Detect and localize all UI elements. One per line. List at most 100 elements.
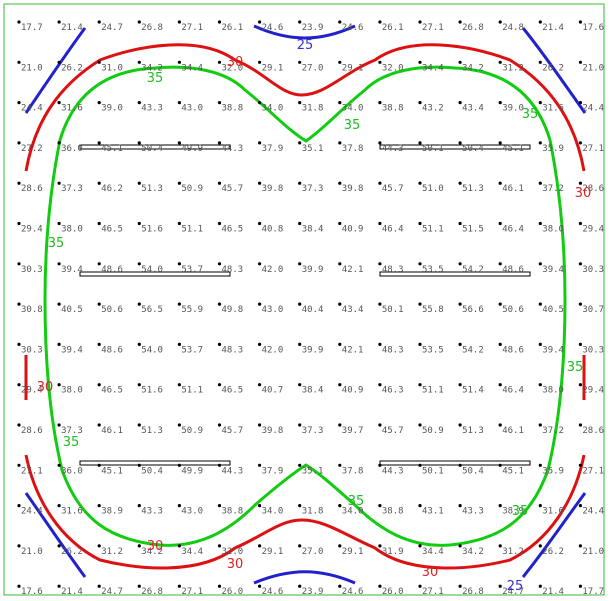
grid-value: 26.1 [382, 23, 404, 33]
grid-value: 24.6 [342, 23, 364, 33]
grid-value: 50.6 [101, 305, 123, 315]
grid-point-marker [538, 141, 542, 145]
grid-value: 34.0 [342, 104, 364, 114]
grid-point-marker [338, 342, 342, 346]
grid-point-marker [458, 262, 462, 266]
grid-point-marker [298, 302, 302, 306]
grid-value: 40.9 [342, 225, 364, 235]
grid-point-marker [177, 20, 181, 24]
grid-value: 27.1 [422, 23, 444, 33]
grid-point-marker [338, 20, 342, 24]
grid-value: 51.3 [462, 184, 484, 194]
grid-value: 38.9 [101, 507, 123, 517]
contour-lines-layer [24, 24, 587, 585]
grid-value: 51.0 [422, 184, 444, 194]
grid-point-marker [97, 60, 101, 64]
grid-point-marker [378, 504, 382, 508]
grid-point-marker [298, 504, 302, 508]
grid-value: 48.6 [101, 265, 123, 275]
plot-frame [3, 3, 605, 596]
grid-point-marker [418, 20, 422, 24]
grid-point-marker [378, 262, 382, 266]
grid-value: 35.9 [542, 144, 564, 154]
grid-value: 43.3 [462, 507, 484, 517]
grid-point-marker [97, 101, 101, 105]
grid-point-marker [97, 383, 101, 387]
grid-value: 39.0 [502, 104, 524, 114]
grid-point-marker [57, 181, 61, 185]
grid-point-marker [338, 504, 342, 508]
grid-value: 32.0 [382, 63, 404, 73]
grid-value: 37.8 [342, 466, 364, 476]
grid-value: 29.1 [342, 63, 364, 73]
grid-value: 26.8 [462, 587, 484, 597]
grid-point-marker [57, 423, 61, 427]
grid-value: 24.6 [342, 587, 364, 597]
grid-value: 26.2 [542, 63, 564, 73]
grid-point-marker [17, 463, 21, 467]
grid-value: 46.4 [382, 225, 404, 235]
grid-value: 35.9 [542, 466, 564, 476]
contour-level-label: 35 [48, 236, 65, 251]
grid-point-marker [217, 181, 222, 185]
grid-point-marker [17, 423, 21, 427]
grid-point-marker [538, 20, 542, 24]
grid-point-marker [217, 423, 222, 427]
grid-point-marker [57, 221, 61, 226]
grid-value: 21.4 [61, 23, 83, 33]
grid-point-marker [458, 504, 462, 508]
contour-line-35 [43, 65, 567, 547]
grid-value: 27.1 [21, 466, 43, 476]
grid-value: 39.9 [302, 265, 324, 275]
contour-line-30 [24, 454, 586, 570]
grid-point-marker [458, 20, 462, 24]
contour-line-25 [253, 570, 356, 585]
grid-point-marker [418, 101, 422, 105]
grid-value: 34.0 [262, 507, 284, 517]
grid-value: 30.7 [582, 305, 604, 315]
grid-point-marker [258, 141, 262, 145]
grid-value: 50.4 [462, 466, 484, 476]
grid-value: 28.6 [21, 426, 43, 436]
grid-point-marker [378, 584, 382, 588]
grid-value: 39.4 [542, 265, 564, 275]
grid-value: 39.9 [302, 345, 324, 355]
grid-point-marker [97, 544, 101, 548]
grid-point-marker [458, 60, 462, 64]
grid-value: 51.1 [181, 386, 203, 396]
grid-point-marker [177, 383, 181, 387]
grid-value: 45.1 [101, 144, 123, 154]
grid-value: 54.2 [462, 265, 484, 275]
grid-value: 38.0 [61, 225, 83, 235]
grid-value: 50.1 [382, 305, 404, 315]
grid-value: 34.4 [422, 63, 444, 73]
grid-point-marker [418, 584, 422, 588]
grid-point-marker [17, 544, 21, 548]
grid-value: 38.0 [542, 386, 564, 396]
grid-value: 31.2 [101, 547, 123, 557]
grid-value: 48.6 [101, 345, 123, 355]
grid-value: 42.0 [262, 345, 284, 355]
grid-value: 49.9 [181, 144, 203, 154]
grid-value: 51.1 [422, 386, 444, 396]
grid-point-marker [338, 423, 342, 427]
grid-point-marker [498, 302, 502, 306]
grid-value: 29.4 [582, 386, 604, 396]
grid-value: 21.0 [21, 547, 43, 557]
grid-value: 38.8 [222, 507, 244, 517]
grid-point-marker [498, 504, 502, 508]
grid-point-marker [57, 544, 61, 548]
grid-value: 31.6 [542, 507, 564, 517]
grid-value: 26.2 [61, 547, 83, 557]
grid-point-marker [57, 141, 61, 145]
grid-value: 40.4 [302, 305, 324, 315]
grid-point-marker [378, 463, 382, 467]
grid-point-marker [578, 544, 583, 548]
grid-point-marker [538, 101, 542, 105]
grid-point-marker [498, 181, 502, 185]
contour-level-label: 35 [147, 71, 164, 86]
grid-point-marker [258, 504, 262, 508]
grid-value: 21.0 [582, 63, 604, 73]
grid-point-marker [418, 302, 422, 306]
contour-level-label: 25 [297, 38, 314, 53]
